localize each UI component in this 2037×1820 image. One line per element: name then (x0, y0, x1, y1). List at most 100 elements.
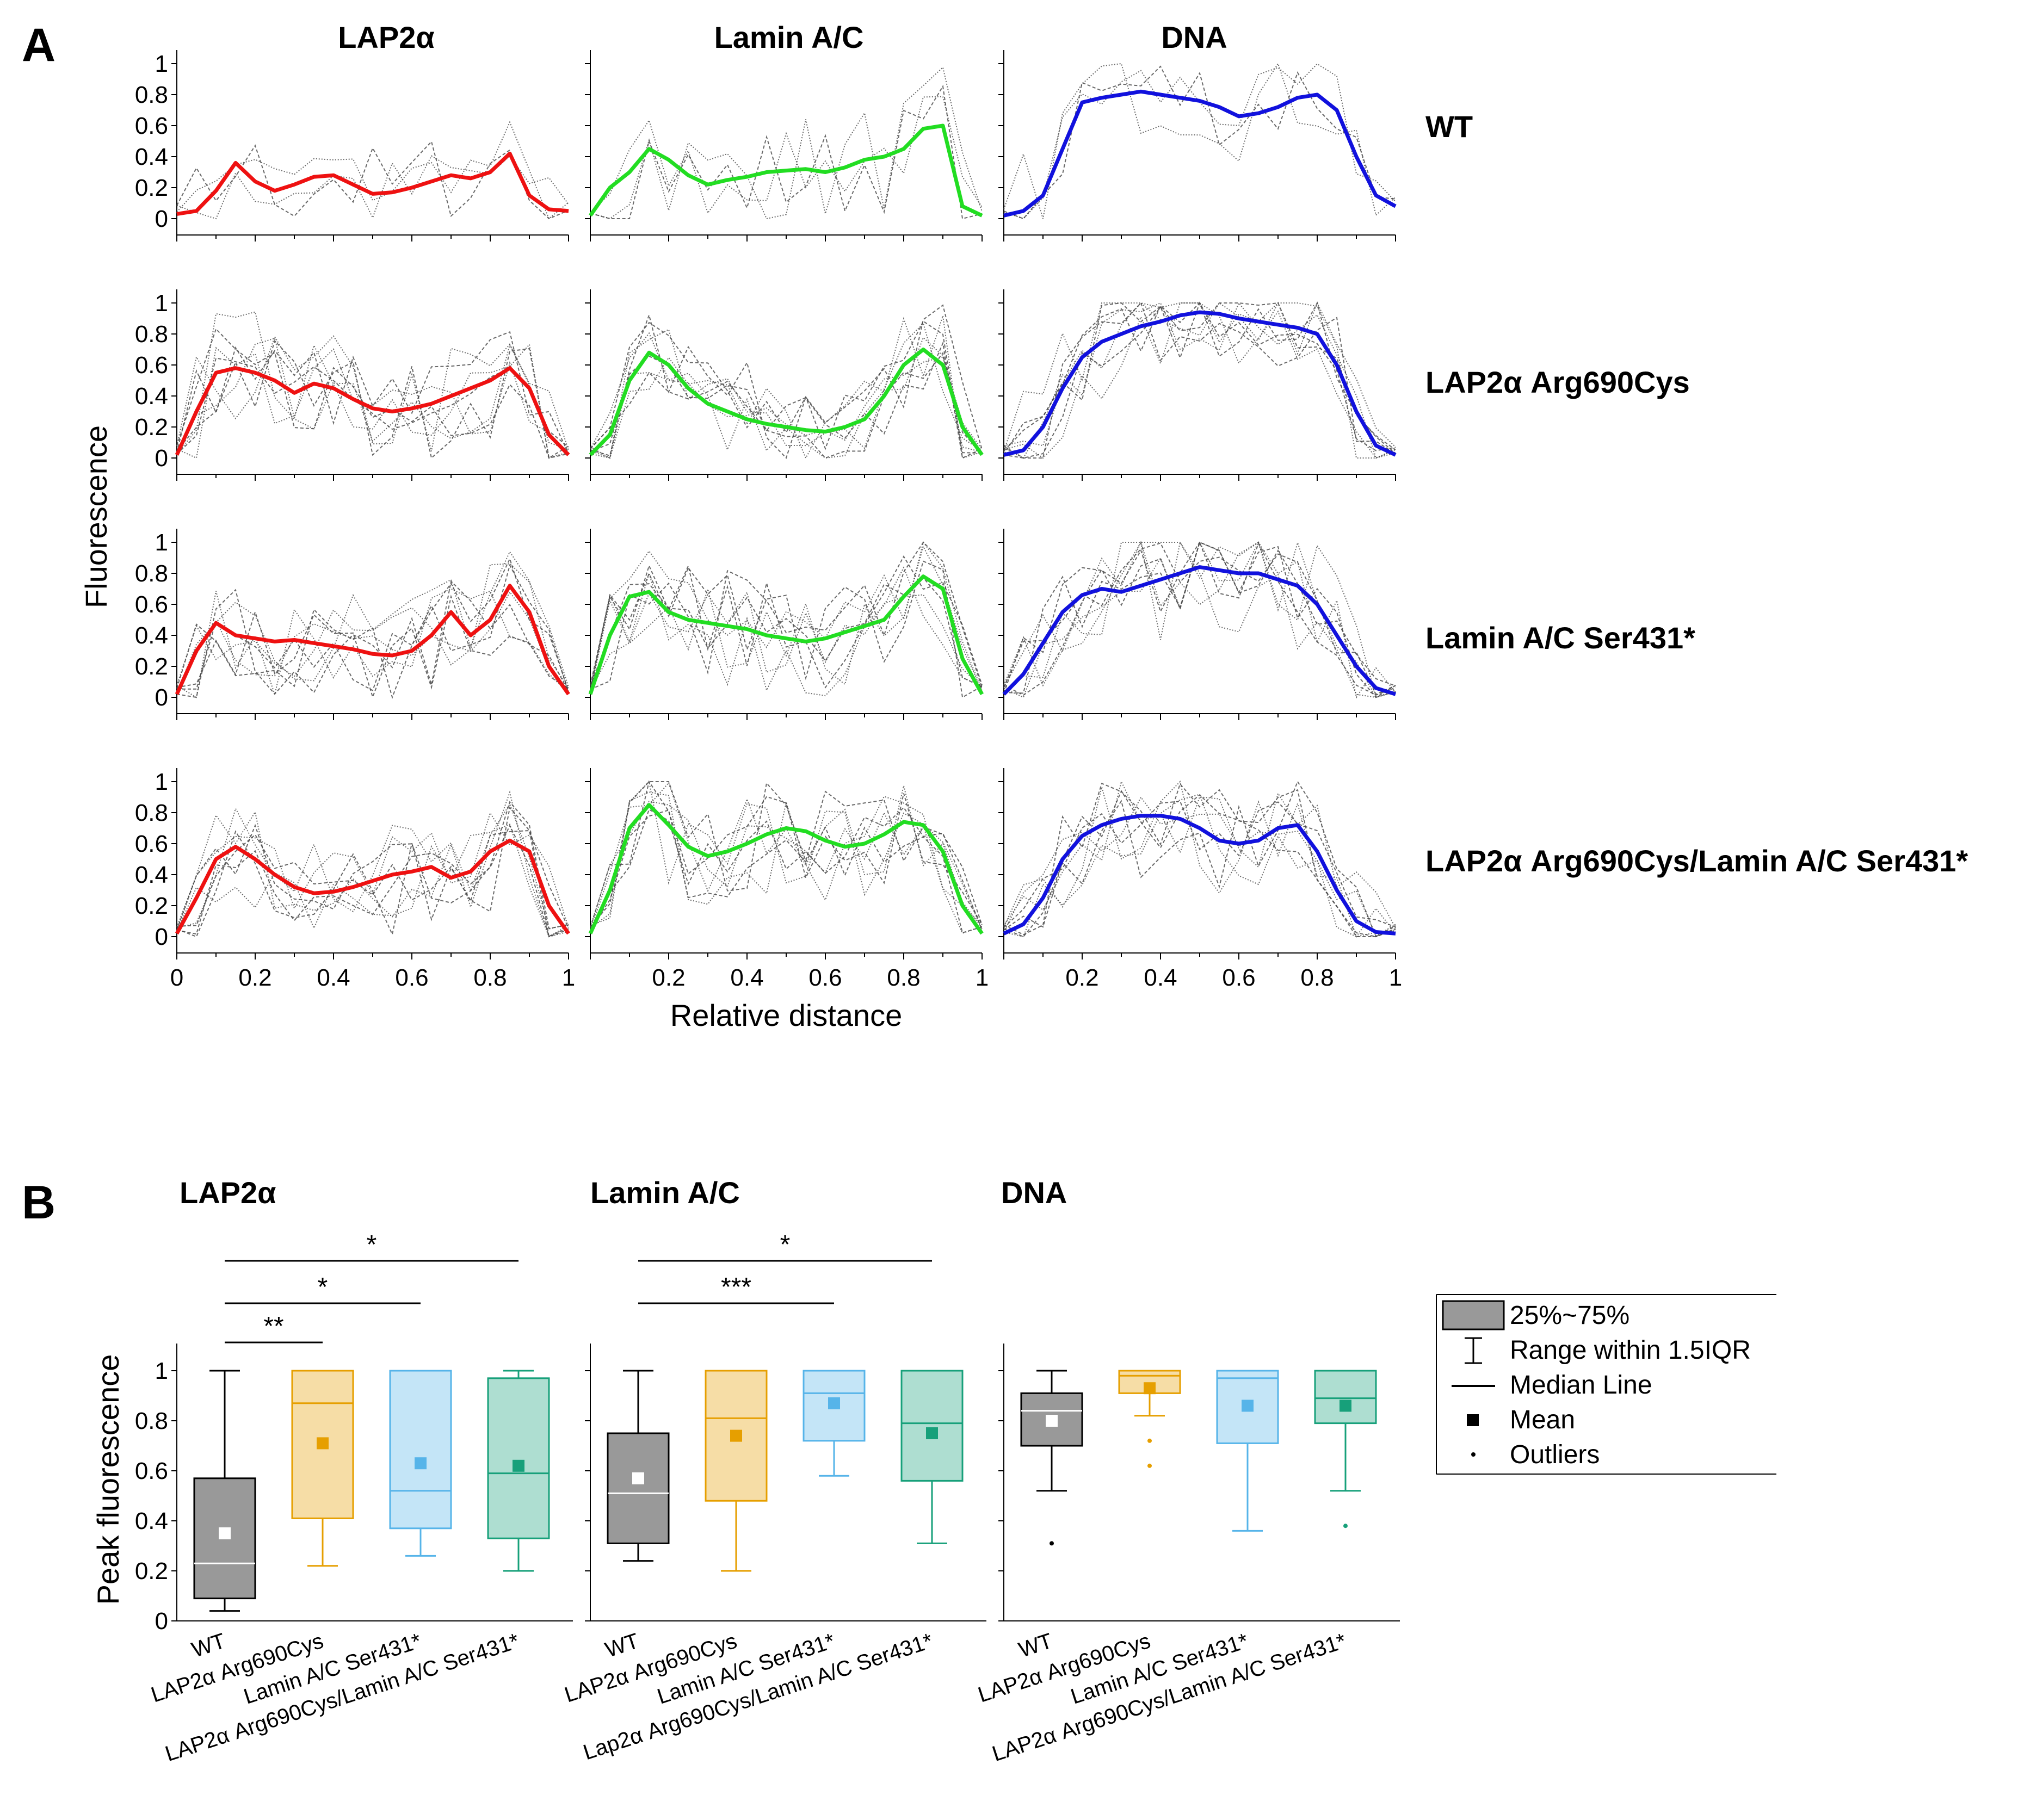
x-tick-label: 0.2 (238, 964, 271, 991)
x-tick-label: 1 (562, 964, 575, 991)
mean-marker (513, 1459, 524, 1472)
individual-profile-trace (176, 357, 569, 455)
row-label-lap2a-arg690cys: LAP2α Arg690Cys (1425, 365, 1690, 399)
y-tick-label: 0.8 (135, 82, 168, 108)
individual-profile-trace (176, 335, 569, 451)
iqr-box (900, 1370, 964, 1482)
mean-marker (632, 1472, 644, 1484)
significance-label: * (367, 1230, 377, 1259)
individual-profile-trace (176, 311, 569, 455)
legend-label-outliers: Outliers (1510, 1440, 1600, 1469)
individual-profile-trace (176, 803, 569, 930)
y-tick-label: 0.8 (135, 800, 168, 826)
individual-profile-trace (590, 315, 983, 460)
profile-panel-lap2-arg690cys-lamin-a-c-ser431-lap2: 0 0.2 0.4 0.6 0.8 1 0 0.2 0.4 0.6 0.8 1 (135, 768, 575, 991)
iqr-box (1314, 1370, 1377, 1425)
individual-profile-trace (176, 550, 569, 694)
individual-profile-trace (590, 541, 983, 692)
mean-marker (828, 1397, 840, 1409)
y-tick-label: 0.6 (135, 831, 168, 857)
individual-profile-trace (590, 555, 983, 689)
individual-profile-trace (1003, 790, 1396, 937)
legend-label-range: Range within 1.5IQR (1510, 1336, 1751, 1365)
significance-label: * (780, 1230, 791, 1259)
a-y-axis-title: Fluorescence (79, 425, 113, 608)
b-group-title-lap2a: LAP2α (180, 1175, 276, 1210)
y-tick-label: 0.8 (135, 1408, 168, 1434)
mean-profile-line (588, 574, 984, 695)
individual-profile-trace (590, 320, 983, 454)
individual-profile-trace (590, 341, 983, 459)
category-label: WT (189, 1629, 229, 1662)
iqr-box (607, 1432, 670, 1544)
individual-profile-trace (590, 322, 983, 459)
y-tick-label: 1 (155, 290, 168, 317)
y-tick-label: 0.4 (135, 383, 168, 410)
individual-profile-trace (176, 121, 569, 220)
individual-profile-trace (1003, 302, 1396, 459)
y-tick-label: 0 (155, 1608, 168, 1635)
individual-profile-trace (1003, 302, 1396, 455)
individual-profile-trace (590, 332, 983, 450)
individual-profile-trace (590, 591, 983, 691)
y-tick-label: 0.6 (135, 113, 168, 139)
legend-whisker-icon (1465, 1337, 1482, 1364)
individual-profile-trace (590, 801, 983, 934)
individual-profile-trace (1003, 541, 1396, 698)
individual-profile-trace (1003, 540, 1396, 696)
row-label-double-mutant: LAP2α Arg690Cys/Lamin A/C Ser431* (1425, 844, 1968, 878)
y-tick-label: 0.4 (135, 144, 168, 170)
individual-profile-trace (590, 566, 983, 697)
individual-profile-trace (176, 588, 569, 698)
mean-marker (1242, 1400, 1254, 1412)
col-title-lamin: Lamin A/C (714, 20, 864, 54)
outlier-point (1343, 1524, 1348, 1528)
profile-panel-lamin-a-c-ser431-dna (998, 529, 1397, 720)
individual-profile-trace (176, 580, 569, 698)
x-tick-label: 0.4 (1144, 964, 1177, 991)
y-tick-label: 1 (155, 769, 168, 795)
y-tick-label: 0.6 (135, 1458, 168, 1484)
individual-profile-trace (1003, 541, 1396, 698)
legend: 25%~75% Range within 1.5IQR Median Line … (1436, 1294, 1776, 1475)
legend-label-median: Median Line (1510, 1371, 1652, 1400)
individual-profile-trace (176, 564, 569, 699)
y-tick-label: 1 (155, 51, 168, 77)
x-tick-label: 0.2 (1065, 964, 1098, 991)
y-tick-label: 0.6 (135, 591, 168, 618)
individual-profile-trace (1003, 302, 1396, 459)
individual-profile-trace (176, 327, 569, 459)
legend-outlier-icon (1471, 1452, 1476, 1457)
profile-panel-lap2-arg690cys-lamin-a-c (585, 289, 984, 481)
mean-profile-line (1003, 89, 1397, 218)
outlier-point (1050, 1541, 1054, 1546)
individual-profile-trace (1003, 801, 1396, 928)
significance-label: *** (721, 1273, 751, 1302)
mean-profile-line (176, 151, 569, 216)
x-tick-label: 1 (976, 964, 989, 991)
a-x-axis-title: Relative distance (670, 998, 902, 1032)
panel-a-letter: A (22, 19, 55, 71)
mean-profile-line (1003, 814, 1396, 936)
box-wt: WT (602, 1370, 670, 1662)
mean-profile-line (1003, 310, 1397, 457)
individual-profile-trace (1003, 780, 1396, 938)
individual-profile-trace (590, 541, 983, 690)
category-label: WT (602, 1629, 642, 1662)
individual-profile-trace (1003, 302, 1396, 459)
legend-mean-icon (1467, 1414, 1479, 1426)
individual-profile-trace (590, 96, 983, 214)
profile-panel-lamin-a-c-ser431-lamin-a-c (585, 529, 984, 720)
profile-panel-lap2-arg690cys-lamin-a-c-ser431-dna: 0.2 0.4 0.6 0.8 1 (998, 768, 1402, 991)
panel-a-profiles: 00.20.40.60.8100.20.40.60.8100.20.40.60.… (135, 50, 1402, 991)
x-tick-label: 0.8 (1300, 964, 1334, 991)
col-title-lap2a: LAP2α (338, 20, 435, 54)
b-group-title-lamin: Lamin A/C (590, 1175, 740, 1210)
individual-profile-trace (1003, 63, 1396, 220)
individual-profile-trace (1003, 302, 1396, 459)
y-tick-label: 0 (155, 684, 168, 711)
individual-profile-trace (590, 544, 983, 692)
